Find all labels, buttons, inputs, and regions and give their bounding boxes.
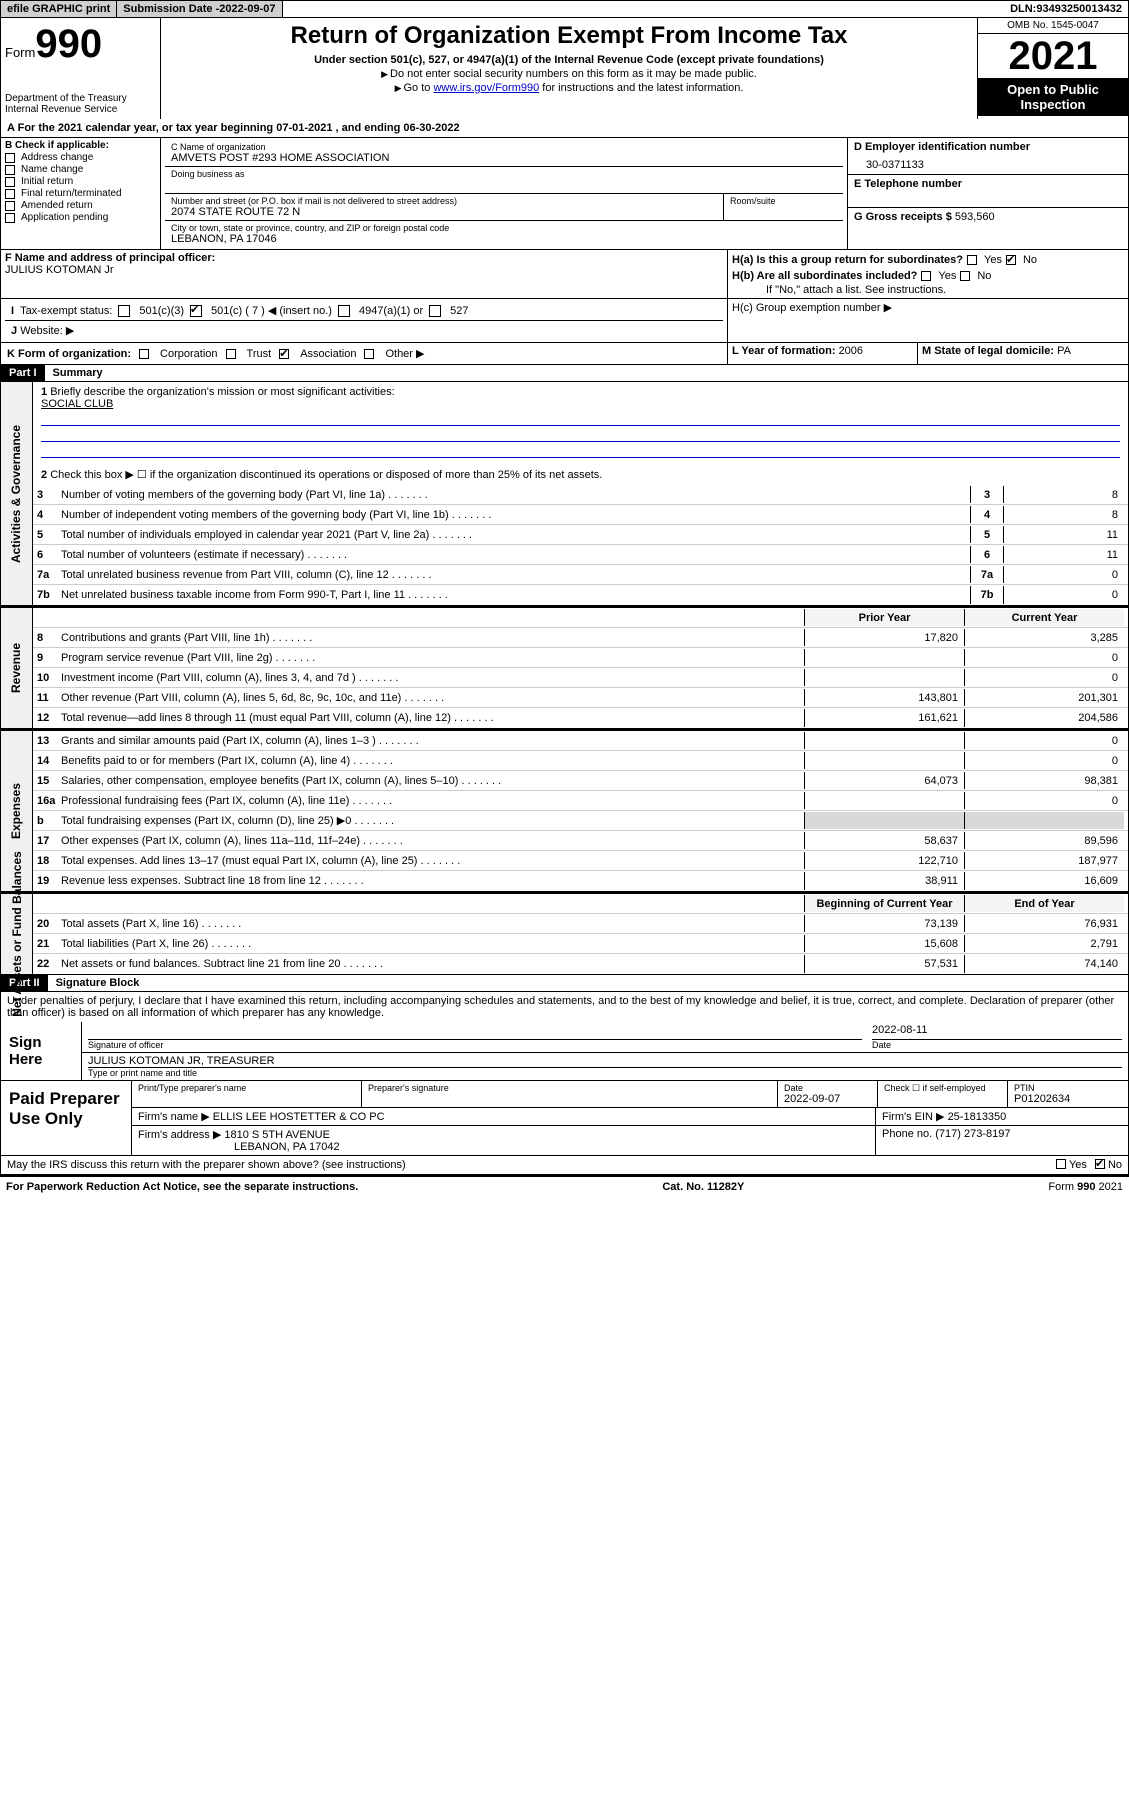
check-final-return[interactable] [5, 189, 15, 199]
summary-line-13: 13Grants and similar amounts paid (Part … [33, 731, 1128, 751]
check-initial-return[interactable] [5, 177, 15, 187]
check-discuss-no[interactable] [1095, 1159, 1105, 1169]
summary-line-7b: 7bNet unrelated business taxable income … [33, 585, 1128, 605]
title-cell: Return of Organization Exempt From Incom… [161, 18, 978, 119]
principal-officer: JULIUS KOTOMAN Jr [5, 264, 723, 276]
street-address: 2074 STATE ROUTE 72 N [171, 206, 717, 218]
summary-line-7a: 7aTotal unrelated business revenue from … [33, 565, 1128, 585]
officer-name: JULIUS KOTOMAN JR, TREASURER [88, 1055, 1122, 1068]
box-i: ITax-exempt status: 501(c)(3) 501(c) ( 7… [5, 301, 723, 320]
box-c: C Name of organization AMVETS POST #293 … [161, 138, 848, 249]
check-application-pending[interactable] [5, 213, 15, 223]
firm-ein: 25-1813350 [948, 1111, 1007, 1123]
summary-line-21: 21Total liabilities (Part X, line 26)15,… [33, 934, 1128, 954]
summary-line-9: 9Program service revenue (Part VIII, lin… [33, 648, 1128, 668]
check-527[interactable] [429, 305, 441, 317]
summary-line-4: 4Number of independent voting members of… [33, 505, 1128, 525]
box-b: B Check if applicable: Address change Na… [1, 138, 161, 249]
check-other[interactable] [364, 349, 374, 359]
period-row: A For the 2021 calendar year, or tax yea… [0, 119, 1129, 138]
check-ha-yes[interactable] [967, 255, 977, 265]
check-corp[interactable] [139, 349, 149, 359]
part2-header: Part IISignature Block [0, 975, 1129, 992]
discuss-row: May the IRS discuss this return with the… [0, 1156, 1129, 1175]
firm-name: ELLIS LEE HOSTETTER & CO PC [213, 1111, 385, 1123]
box-l: L Year of formation: 2006 [728, 343, 918, 364]
check-ha-no[interactable] [1006, 255, 1016, 265]
summary-line-17: 17Other expenses (Part IX, column (A), l… [33, 831, 1128, 851]
org-name: AMVETS POST #293 HOME ASSOCIATION [171, 152, 837, 164]
summary-line-16a: 16aProfessional fundraising fees (Part I… [33, 791, 1128, 811]
box-k: K Form of organization: Corporation Trus… [1, 343, 728, 364]
ein: 30-0371133 [854, 153, 1122, 171]
dln-cell: DLN: 93493250013432 [1004, 1, 1128, 17]
summary-line-12: 12Total revenue—add lines 8 through 11 (… [33, 708, 1128, 728]
form-title: Return of Organization Exempt From Incom… [169, 22, 969, 50]
check-address-change[interactable] [5, 153, 15, 163]
governance-section: Activities & Governance 1 Briefly descri… [0, 382, 1129, 606]
gross-receipts: 593,560 [955, 211, 995, 223]
sign-here-block: Sign Here Signature of officer 2022-08-1… [0, 1022, 1129, 1081]
summary-line-20: 20Total assets (Part X, line 16)73,13976… [33, 914, 1128, 934]
summary-line-3: 3Number of voting members of the governi… [33, 485, 1128, 505]
mission-text: SOCIAL CLUB [41, 398, 1120, 410]
topbar: efile GRAPHIC print Submission Date - 20… [0, 0, 1129, 18]
summary-line-14: 14Benefits paid to or for members (Part … [33, 751, 1128, 771]
check-discuss-yes[interactable] [1056, 1159, 1066, 1169]
sidebar-netassets: Net Assets or Fund Balances [1, 894, 33, 974]
box-m: M State of legal domicile: PA [918, 343, 1128, 364]
summary-line-11: 11Other revenue (Part VIII, column (A), … [33, 688, 1128, 708]
sidebar-revenue: Revenue [1, 608, 33, 728]
revenue-section: Revenue Prior Year Current Year 8Contrib… [0, 606, 1129, 729]
expenses-section: Expenses 13Grants and similar amounts pa… [0, 729, 1129, 892]
header-block-bcdefg: B Check if applicable: Address change Na… [0, 138, 1129, 250]
sig-date: 2022-08-11 [872, 1024, 1122, 1040]
summary-line-6: 6Total number of volunteers (estimate if… [33, 545, 1128, 565]
irs-link[interactable]: www.irs.gov/Form990 [433, 82, 539, 94]
row-ij-hc: ITax-exempt status: 501(c)(3) 501(c) ( 7… [0, 299, 1129, 343]
check-501c[interactable] [190, 305, 202, 317]
check-amended-return[interactable] [5, 201, 15, 211]
summary-line-b: bTotal fundraising expenses (Part IX, co… [33, 811, 1128, 831]
check-hb-no[interactable] [960, 271, 970, 281]
check-assoc[interactable] [279, 349, 289, 359]
check-trust[interactable] [226, 349, 236, 359]
footer: For Paperwork Reduction Act Notice, see … [0, 1175, 1129, 1197]
submission-date-cell: Submission Date - 2022-09-07 [117, 1, 282, 17]
efile-print-button[interactable]: efile GRAPHIC print [1, 1, 117, 17]
omb-cell: OMB No. 1545-0047 2021 Open to Public In… [978, 18, 1128, 119]
boxes-deg: D Employer identification number 30-0371… [848, 138, 1128, 249]
row-klm: K Form of organization: Corporation Trus… [0, 343, 1129, 365]
form-header: Form990 Department of the Treasury Inter… [0, 18, 1129, 119]
summary-line-18: 18Total expenses. Add lines 13–17 (must … [33, 851, 1128, 871]
form-id-cell: Form990 Department of the Treasury Inter… [1, 18, 161, 119]
summary-line-5: 5Total number of individuals employed in… [33, 525, 1128, 545]
sidebar-governance: Activities & Governance [1, 382, 33, 605]
summary-line-10: 10Investment income (Part VIII, column (… [33, 668, 1128, 688]
ptin: P01202634 [1014, 1093, 1122, 1105]
part1-header: Part ISummary [0, 365, 1129, 382]
check-501c3[interactable] [118, 305, 130, 317]
netassets-section: Net Assets or Fund Balances Beginning of… [0, 892, 1129, 975]
summary-line-19: 19Revenue less expenses. Subtract line 1… [33, 871, 1128, 891]
check-name-change[interactable] [5, 165, 15, 175]
firm-phone: (717) 273-8197 [935, 1128, 1010, 1140]
declaration: Under penalties of perjury, I declare th… [0, 992, 1129, 1022]
check-4947[interactable] [338, 305, 350, 317]
summary-line-15: 15Salaries, other compensation, employee… [33, 771, 1128, 791]
summary-line-22: 22Net assets or fund balances. Subtract … [33, 954, 1128, 974]
city-state-zip: LEBANON, PA 17046 [171, 233, 837, 245]
paid-preparer-block: Paid Preparer Use Only Print/Type prepar… [0, 1081, 1129, 1156]
summary-line-8: 8Contributions and grants (Part VIII, li… [33, 628, 1128, 648]
check-hb-yes[interactable] [921, 271, 931, 281]
header-block-fh: F Name and address of principal officer:… [0, 250, 1129, 299]
